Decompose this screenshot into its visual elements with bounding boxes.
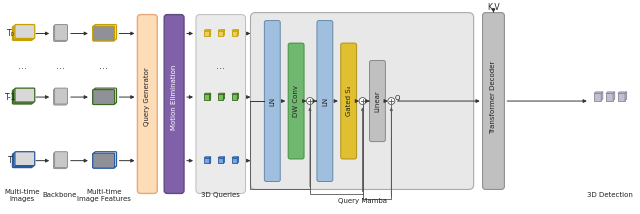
FancyBboxPatch shape (95, 88, 116, 103)
FancyBboxPatch shape (369, 61, 385, 142)
FancyBboxPatch shape (95, 152, 116, 166)
Text: LN: LN (322, 97, 328, 106)
FancyBboxPatch shape (13, 153, 33, 167)
Text: T₀: T₀ (6, 29, 14, 38)
Text: Backbone: Backbone (43, 192, 77, 198)
Text: Multi-time
Images: Multi-time Images (4, 189, 40, 202)
FancyBboxPatch shape (93, 26, 115, 41)
FancyBboxPatch shape (54, 25, 67, 42)
Polygon shape (218, 157, 225, 158)
FancyBboxPatch shape (12, 154, 32, 168)
Polygon shape (223, 93, 225, 100)
Text: Query Generator: Query Generator (145, 68, 150, 126)
Text: Multi-time
Image Features: Multi-time Image Features (77, 189, 131, 202)
FancyBboxPatch shape (250, 13, 474, 189)
Polygon shape (204, 93, 211, 94)
Polygon shape (223, 157, 225, 163)
Text: Query Mamba: Query Mamba (337, 198, 387, 204)
FancyBboxPatch shape (54, 88, 67, 104)
FancyBboxPatch shape (15, 25, 35, 39)
FancyBboxPatch shape (15, 88, 35, 102)
FancyBboxPatch shape (54, 153, 67, 169)
Polygon shape (209, 157, 211, 163)
Polygon shape (232, 94, 237, 100)
FancyBboxPatch shape (196, 15, 246, 193)
FancyBboxPatch shape (15, 152, 35, 166)
Polygon shape (618, 94, 625, 101)
Polygon shape (613, 92, 614, 101)
Text: ...: ... (99, 61, 108, 71)
Polygon shape (232, 30, 239, 31)
Polygon shape (209, 93, 211, 100)
FancyBboxPatch shape (93, 153, 115, 168)
Polygon shape (594, 94, 601, 101)
Polygon shape (218, 31, 223, 36)
Text: ...: ... (18, 61, 27, 71)
FancyBboxPatch shape (317, 21, 333, 181)
Text: Gated S₄: Gated S₄ (346, 86, 352, 116)
Circle shape (307, 98, 314, 104)
FancyBboxPatch shape (12, 27, 32, 40)
Text: ...: ... (56, 61, 65, 71)
Polygon shape (204, 94, 209, 100)
Text: 3D Detection: 3D Detection (587, 192, 632, 198)
FancyBboxPatch shape (93, 25, 116, 40)
Polygon shape (601, 92, 603, 101)
FancyBboxPatch shape (288, 43, 304, 159)
Text: T: T (8, 156, 13, 165)
Polygon shape (209, 30, 211, 36)
FancyBboxPatch shape (13, 25, 33, 39)
FancyBboxPatch shape (54, 152, 67, 168)
Polygon shape (232, 157, 239, 158)
FancyBboxPatch shape (13, 89, 33, 103)
Text: K,V: K,V (487, 3, 500, 12)
Polygon shape (606, 94, 613, 101)
FancyBboxPatch shape (340, 43, 356, 159)
Polygon shape (606, 92, 614, 94)
FancyBboxPatch shape (93, 89, 116, 104)
Circle shape (359, 98, 366, 104)
Text: DW Conv: DW Conv (293, 85, 299, 117)
FancyBboxPatch shape (54, 25, 67, 40)
Polygon shape (618, 92, 627, 94)
Polygon shape (625, 92, 627, 101)
FancyBboxPatch shape (93, 152, 116, 167)
FancyBboxPatch shape (93, 90, 115, 104)
FancyBboxPatch shape (54, 89, 67, 105)
FancyBboxPatch shape (95, 24, 116, 39)
Polygon shape (237, 157, 239, 163)
Text: LN: LN (269, 97, 275, 106)
FancyBboxPatch shape (483, 13, 504, 189)
FancyBboxPatch shape (93, 153, 115, 168)
Polygon shape (218, 94, 223, 100)
Polygon shape (232, 93, 239, 94)
Polygon shape (204, 30, 211, 31)
Text: 3D Queries: 3D Queries (202, 192, 240, 198)
Text: Linear: Linear (374, 90, 380, 112)
Text: Q: Q (395, 95, 400, 101)
Text: Transformer Decoder: Transformer Decoder (490, 60, 497, 134)
Polygon shape (204, 31, 209, 36)
Polygon shape (218, 158, 223, 163)
Polygon shape (223, 30, 225, 36)
Polygon shape (218, 93, 225, 94)
Polygon shape (237, 30, 239, 36)
Text: T-1: T-1 (4, 93, 16, 102)
Polygon shape (594, 92, 603, 94)
Polygon shape (232, 158, 237, 163)
Polygon shape (204, 157, 211, 158)
Polygon shape (204, 158, 209, 163)
Circle shape (388, 98, 395, 104)
Polygon shape (218, 30, 225, 31)
Text: ...: ... (216, 61, 225, 71)
FancyBboxPatch shape (264, 21, 280, 181)
FancyBboxPatch shape (138, 15, 157, 193)
Polygon shape (237, 93, 239, 100)
Polygon shape (232, 31, 237, 36)
FancyBboxPatch shape (93, 90, 115, 104)
Text: Motion Elimination: Motion Elimination (171, 64, 177, 130)
FancyBboxPatch shape (164, 15, 184, 193)
FancyBboxPatch shape (12, 90, 32, 104)
FancyBboxPatch shape (93, 26, 115, 41)
